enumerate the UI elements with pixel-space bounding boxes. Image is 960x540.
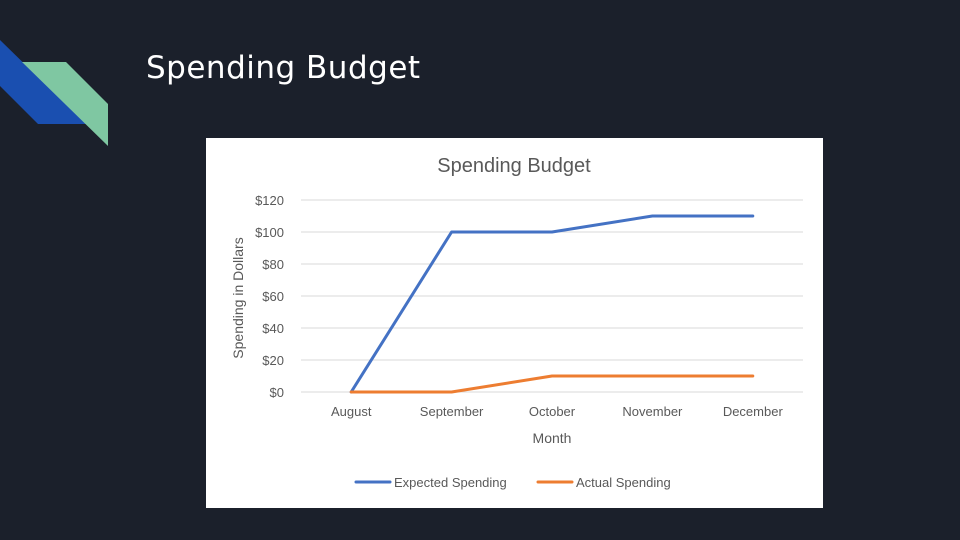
y-tick-label: $0 xyxy=(270,385,284,400)
y-tick-label: $60 xyxy=(262,289,284,304)
series-line-2 xyxy=(349,374,755,394)
series-lines xyxy=(349,214,755,394)
y-tick-label: $100 xyxy=(255,225,284,240)
x-tick-label: August xyxy=(331,404,372,419)
line-chart: Spending Budget $0 $20 $40 $60 $80 $100 $120 A… xyxy=(230,155,803,490)
y-tick-label: $40 xyxy=(262,321,284,336)
x-axis-title: Month xyxy=(533,430,572,446)
y-tick-label: $80 xyxy=(262,257,284,272)
corner-decoration xyxy=(0,40,108,146)
legend-label: Actual Spending xyxy=(576,475,671,490)
chart-card: Spending Budget $0 $20 $40 $60 $80 $100 $120 A… xyxy=(206,138,823,508)
deco-green-stripe xyxy=(22,62,108,146)
y-tick-label: $120 xyxy=(255,193,284,208)
legend: Expected Spending Actual Spending xyxy=(354,475,671,490)
y-tick-label: $20 xyxy=(262,353,284,368)
gridlines xyxy=(301,199,803,393)
series-line-1 xyxy=(349,214,755,394)
x-tick-label: December xyxy=(723,404,784,419)
x-tick-label: November xyxy=(622,404,683,419)
y-tick-labels: $0 $20 $40 $60 $80 $100 $120 xyxy=(255,193,284,400)
legend-label: Expected Spending xyxy=(394,475,507,490)
chart-title: Spending Budget xyxy=(437,155,591,177)
x-tick-label: September xyxy=(420,404,484,419)
slide-title: Spending Budget xyxy=(146,50,421,86)
y-axis-title: Spending in Dollars xyxy=(230,237,246,358)
x-tick-label: October xyxy=(529,404,576,419)
x-tick-labels: August September October November December xyxy=(331,404,783,419)
